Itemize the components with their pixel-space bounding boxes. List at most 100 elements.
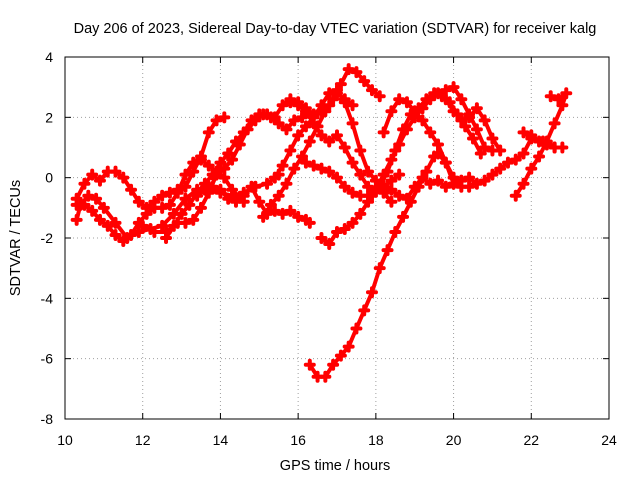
data-point (117, 171, 130, 184)
x-tick-labels: 10 12 14 16 18 20 22 24 (57, 432, 617, 448)
data-point (90, 192, 103, 205)
data-point (474, 147, 487, 160)
data-point (296, 111, 309, 124)
data-point (117, 235, 130, 248)
data-point (470, 123, 483, 136)
data-point (132, 195, 145, 208)
data-point (268, 111, 281, 124)
data-point (179, 180, 192, 193)
data-point (315, 162, 328, 175)
data-point (459, 120, 472, 133)
data-point (412, 180, 425, 193)
data-point (261, 108, 274, 121)
data-point (156, 219, 169, 232)
data-point (501, 156, 514, 169)
data-point (226, 153, 239, 166)
data-point (342, 340, 355, 353)
data-point (393, 168, 406, 181)
y-tick-label: 4 (45, 49, 53, 65)
data-point (222, 192, 235, 205)
data-point (163, 186, 176, 199)
data-point (109, 216, 122, 229)
data-point (470, 177, 483, 190)
data-point (525, 129, 538, 142)
data-point (179, 216, 192, 229)
data-point (404, 195, 417, 208)
data-point (315, 232, 328, 244)
data-point (552, 93, 565, 106)
data-point (389, 144, 402, 157)
data-point (280, 123, 293, 136)
data-point (280, 177, 293, 190)
y-tick-label: -2 (41, 230, 54, 246)
data-point (346, 156, 359, 169)
data-point (229, 135, 242, 148)
y-tick-label: 0 (45, 170, 53, 186)
data-point (424, 126, 437, 139)
data-point (303, 135, 316, 148)
data-point (556, 99, 569, 112)
data-point (362, 165, 375, 178)
data-point (148, 195, 161, 208)
markers-track-2 (70, 153, 250, 248)
data-point (533, 150, 546, 163)
plot-frame (64, 56, 610, 420)
data-point (78, 198, 91, 211)
data-point (276, 99, 289, 112)
data-point (299, 120, 312, 133)
data-point (299, 156, 312, 169)
data-point (276, 207, 289, 220)
y-tick-label: -4 (41, 290, 54, 306)
data-point (171, 183, 184, 196)
data-point (101, 219, 114, 232)
x-tick-label: 14 (213, 432, 229, 448)
data-point (350, 66, 363, 79)
data-point (218, 171, 231, 184)
data-point (439, 180, 452, 193)
data-point (288, 114, 301, 127)
markers-track-3 (70, 111, 231, 214)
data-point (261, 177, 274, 190)
data-point (533, 135, 546, 148)
data-point (439, 156, 452, 169)
data-point (160, 232, 173, 244)
data-point (463, 171, 476, 184)
y-tick-label: -6 (41, 351, 54, 367)
data-point (381, 244, 394, 257)
data-point (284, 144, 297, 157)
data-point (420, 93, 433, 106)
data-point (373, 90, 386, 103)
data-point (70, 213, 83, 226)
data-point (338, 180, 351, 193)
data-point (373, 262, 386, 275)
data-point (218, 162, 231, 175)
data-point (373, 180, 386, 193)
data-point (354, 144, 367, 157)
data-point (365, 84, 378, 97)
data-point (381, 165, 394, 178)
data-point (109, 228, 122, 241)
data-point (331, 225, 343, 238)
data-point (463, 111, 476, 124)
data-point (408, 105, 421, 118)
markers-track-9 (284, 96, 406, 196)
data-point (323, 135, 336, 148)
data-point (86, 204, 99, 217)
data-point (447, 171, 460, 184)
data-point (191, 189, 204, 202)
data-point (70, 192, 83, 205)
data-point (397, 210, 410, 223)
data-point (226, 183, 239, 196)
markers-track-8 (268, 84, 398, 208)
data-point (517, 147, 530, 160)
x-tick-label: 12 (135, 432, 151, 448)
data-point (385, 174, 398, 187)
chart-title: Day 206 of 2023, Sidereal Day-to-day VTE… (74, 21, 597, 37)
data-point (195, 201, 207, 214)
data-point (237, 189, 250, 202)
data-point (292, 210, 305, 223)
data-point (296, 150, 309, 163)
data-point (276, 159, 289, 172)
data-point (365, 189, 378, 202)
